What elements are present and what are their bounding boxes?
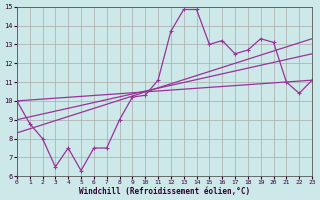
X-axis label: Windchill (Refroidissement éolien,°C): Windchill (Refroidissement éolien,°C) (79, 187, 250, 196)
